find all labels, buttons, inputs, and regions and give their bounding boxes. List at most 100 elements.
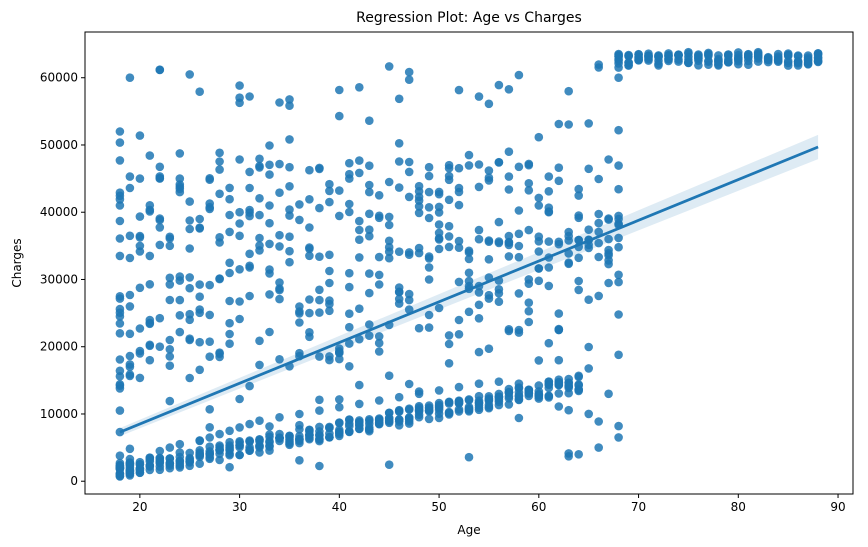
data-point — [484, 173, 494, 182]
data-point — [574, 285, 583, 295]
x-tick-label: 60 — [531, 500, 546, 514]
data-point — [205, 423, 214, 432]
data-point — [135, 346, 145, 356]
data-point — [594, 291, 603, 301]
y-tick-label: 0 — [70, 474, 78, 488]
data-point — [414, 248, 424, 258]
data-point — [115, 234, 125, 243]
data-point — [125, 467, 135, 476]
data-point — [345, 309, 354, 319]
data-point — [195, 452, 204, 462]
data-point — [404, 404, 414, 414]
data-point — [384, 417, 394, 426]
data-point — [514, 162, 524, 172]
data-point — [335, 111, 344, 121]
data-point — [444, 399, 454, 408]
data-point — [115, 216, 125, 226]
data-point — [195, 305, 204, 314]
data-point — [534, 356, 544, 365]
data-point — [544, 281, 554, 291]
data-point — [165, 396, 175, 406]
data-point — [145, 462, 155, 471]
data-point — [374, 191, 384, 200]
data-point — [524, 306, 534, 316]
data-point — [374, 338, 384, 348]
data-point — [225, 437, 234, 447]
data-point — [195, 459, 204, 469]
data-point — [165, 361, 175, 371]
data-point — [584, 364, 593, 373]
data-point — [464, 150, 474, 160]
data-point — [115, 294, 125, 303]
data-point — [255, 161, 264, 171]
data-point — [474, 182, 484, 192]
data-point — [564, 236, 573, 245]
data-point — [185, 197, 194, 206]
data-point — [205, 449, 214, 459]
data-point — [534, 276, 544, 286]
data-point — [175, 184, 185, 194]
data-point — [135, 373, 145, 383]
data-point — [215, 349, 224, 359]
data-point — [444, 331, 454, 340]
data-point — [335, 395, 344, 404]
data-point — [355, 168, 364, 178]
data-point — [365, 331, 374, 341]
data-point — [225, 296, 234, 306]
data-point — [534, 193, 544, 203]
data-point — [514, 325, 524, 335]
data-point — [325, 250, 334, 260]
data-point — [614, 73, 623, 82]
data-point — [125, 183, 135, 193]
data-point — [614, 125, 623, 135]
data-point — [454, 277, 464, 287]
data-point — [345, 199, 354, 209]
data-point — [365, 425, 374, 434]
data-point — [315, 203, 324, 213]
data-point — [574, 380, 583, 389]
data-point — [624, 60, 633, 70]
data-point — [684, 58, 693, 68]
data-point — [384, 236, 394, 246]
data-point — [215, 449, 224, 459]
data-point — [494, 400, 504, 410]
data-point — [514, 391, 524, 400]
data-point — [155, 172, 165, 181]
data-point — [265, 327, 274, 337]
data-point — [504, 231, 514, 241]
data-point — [205, 202, 214, 212]
data-point — [763, 53, 773, 63]
data-point — [285, 431, 294, 441]
data-point — [225, 450, 234, 460]
x-axis-ticks: 20 30 40 50 60 70 80 90 — [132, 494, 846, 514]
data-point — [365, 231, 374, 241]
data-point — [434, 189, 444, 199]
data-point — [374, 332, 384, 341]
data-point — [355, 235, 364, 244]
data-point — [195, 436, 204, 445]
data-point — [394, 405, 404, 415]
data-point — [504, 147, 514, 156]
data-point — [265, 437, 274, 447]
data-point — [145, 340, 155, 350]
data-point — [205, 280, 214, 290]
data-point — [195, 337, 204, 347]
data-point — [185, 335, 194, 345]
data-point — [424, 275, 434, 284]
data-point — [165, 273, 175, 283]
data-point — [265, 160, 274, 170]
data-point — [504, 185, 514, 194]
data-point — [285, 211, 294, 220]
data-point — [235, 437, 244, 446]
data-point — [384, 62, 394, 71]
x-tick-label: 90 — [830, 500, 845, 514]
data-point — [744, 56, 753, 66]
data-point — [355, 334, 364, 344]
data-point — [345, 207, 354, 217]
data-point — [175, 452, 185, 462]
data-point — [474, 391, 484, 401]
data-point — [115, 138, 125, 147]
data-point — [464, 396, 474, 405]
data-point — [594, 209, 603, 219]
data-point — [444, 232, 454, 241]
